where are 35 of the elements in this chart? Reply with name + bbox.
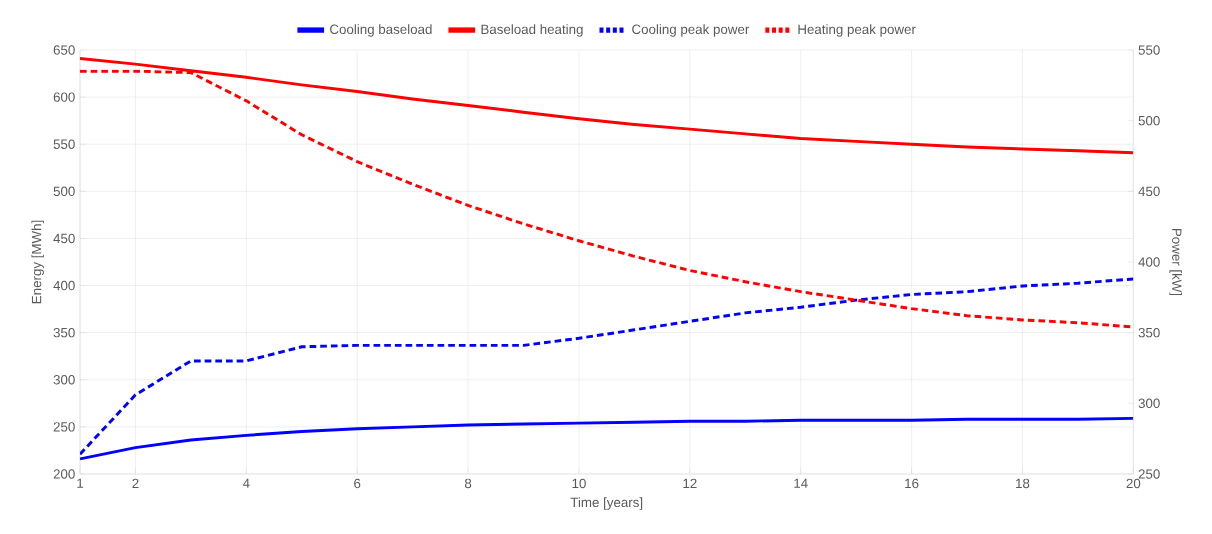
y-tick-label: 250 <box>53 422 75 432</box>
y2-tick-label: 300 <box>1138 398 1160 409</box>
y2-tick-label: 350 <box>1138 327 1160 338</box>
y2-tick-label: 250 <box>1138 469 1160 479</box>
x-tick-label: 12 <box>683 478 697 489</box>
legend-label: Cooling baseload <box>330 24 432 37</box>
x-tick-label: 6 <box>354 478 361 489</box>
y2-tick-label: 500 <box>1138 115 1160 126</box>
y2-axis-title: Power [kW] <box>1169 229 1182 296</box>
y-tick-label: 600 <box>53 92 75 102</box>
x-tick-label: 20 <box>1126 478 1141 489</box>
legend-label: Baseload heating <box>481 24 583 37</box>
x-tick-label: 18 <box>1016 478 1030 489</box>
y-axis-title: Energy [MWh] <box>31 220 44 304</box>
x-tick-label: 4 <box>242 478 250 488</box>
y-tick-label: 500 <box>53 186 75 197</box>
x-tick-label: 16 <box>905 478 919 489</box>
y-tick-label: 550 <box>53 139 75 149</box>
x-tick-label: 2 <box>132 478 139 489</box>
y2-tick-label: 450 <box>1138 186 1160 197</box>
legend-label: Heating peak power <box>798 24 916 37</box>
y-tick-label: 400 <box>53 280 75 291</box>
y-tick-label: 450 <box>53 233 75 244</box>
y-tick-label: 350 <box>53 327 75 338</box>
x-tick-label: 14 <box>794 478 808 488</box>
y-tick-label: 300 <box>53 375 75 385</box>
y-tick-label: 650 <box>53 45 75 55</box>
x-tick-label: 8 <box>464 478 472 489</box>
y-tick-label: 200 <box>53 469 75 479</box>
legend-label: Cooling peak power <box>632 24 750 37</box>
x-tick-label: 10 <box>572 478 586 489</box>
x-tick-label: 1 <box>77 478 84 488</box>
x-axis-title: Time [years] <box>570 497 643 510</box>
y2-tick-label: 550 <box>1138 45 1160 55</box>
y2-tick-label: 400 <box>1138 257 1160 267</box>
